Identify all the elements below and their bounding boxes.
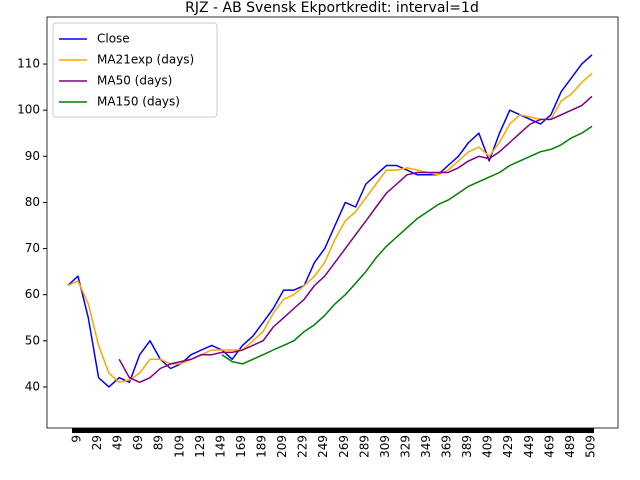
x-tick-label: 149 — [213, 435, 227, 458]
x-tick-label: 29 — [90, 435, 104, 450]
x-tick-label: 49 — [111, 435, 125, 450]
x-tick-label: 449 — [522, 435, 536, 458]
x-tick-label: 9 — [70, 435, 84, 443]
x-tick-label: 209 — [275, 435, 289, 458]
series-line — [67, 72, 593, 384]
y-tick-label: 40 — [25, 379, 40, 393]
plot-frame — [46, 16, 619, 429]
x-tick-label: 289 — [357, 435, 371, 458]
x-tick-label: 249 — [316, 435, 330, 458]
y-tick-label: 70 — [25, 241, 40, 255]
y-tick-label: 50 — [25, 333, 40, 347]
x-tick-label: 189 — [255, 435, 269, 458]
x-tick-label: 349 — [419, 435, 433, 458]
x-tick-label: 429 — [501, 435, 515, 458]
x-tick-label: 329 — [398, 435, 412, 458]
series-line — [67, 54, 593, 388]
y-tick-label: 110 — [17, 57, 40, 71]
series-line — [221, 125, 593, 365]
x-tick-label: 129 — [193, 435, 207, 458]
x-tick-label: 229 — [296, 435, 310, 458]
x-tick-label: 469 — [542, 435, 556, 458]
x-tick-label: 269 — [337, 435, 351, 458]
legend-label: Close — [97, 32, 130, 46]
x-tick-label: 89 — [152, 435, 166, 450]
x-tick-label: 509 — [583, 435, 597, 458]
x-tick-label: 389 — [460, 435, 474, 458]
legend-label: MA150 (days) — [97, 95, 180, 109]
minor-ticks — [72, 428, 594, 433]
x-tick-label: 369 — [440, 435, 454, 458]
x-tick-label: 409 — [481, 435, 495, 458]
legend-label: MA21exp (days) — [97, 53, 194, 67]
series-line — [118, 95, 593, 384]
x-tick-label: 489 — [563, 435, 577, 458]
chart-title: RJZ - AB Svensk Ekportkredit: interval=1… — [185, 0, 479, 16]
y-tick-label: 100 — [17, 103, 40, 117]
y-tick-label: 80 — [25, 195, 40, 209]
legend: Close MA21exp (days) MA50 (days) MA150 (day… — [52, 22, 218, 118]
x-tick-label: 109 — [172, 435, 186, 458]
legend-box — [52, 22, 218, 118]
y-tick-label: 90 — [25, 149, 40, 163]
x-tick-label: 69 — [131, 435, 145, 450]
x-tick-label: 309 — [378, 435, 392, 458]
x-tick-label: 169 — [234, 435, 248, 458]
legend-label: MA50 (days) — [97, 74, 172, 88]
y-tick-label: 60 — [25, 287, 40, 301]
